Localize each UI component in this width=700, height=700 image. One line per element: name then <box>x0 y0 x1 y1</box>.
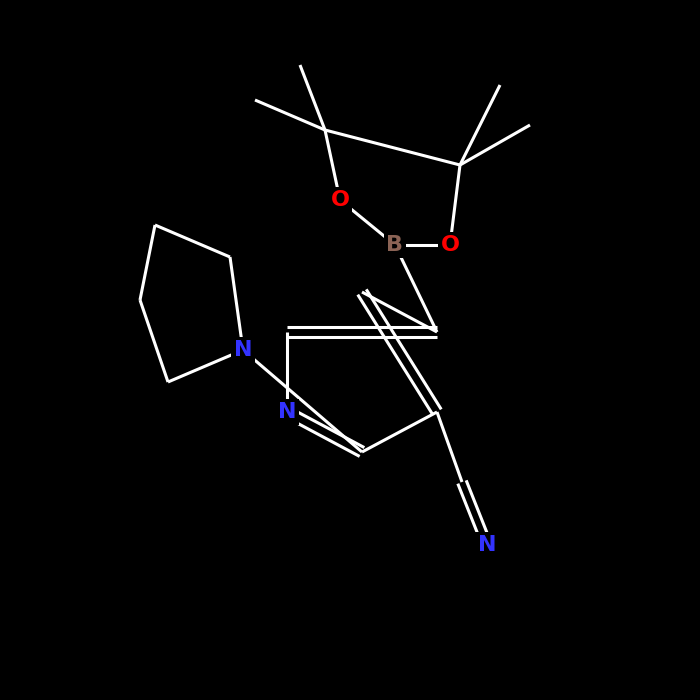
Text: B: B <box>386 235 403 255</box>
Text: N: N <box>477 535 496 555</box>
Text: O: O <box>330 190 349 210</box>
Text: N: N <box>278 402 296 422</box>
Text: O: O <box>440 235 459 255</box>
Text: N: N <box>234 340 252 360</box>
